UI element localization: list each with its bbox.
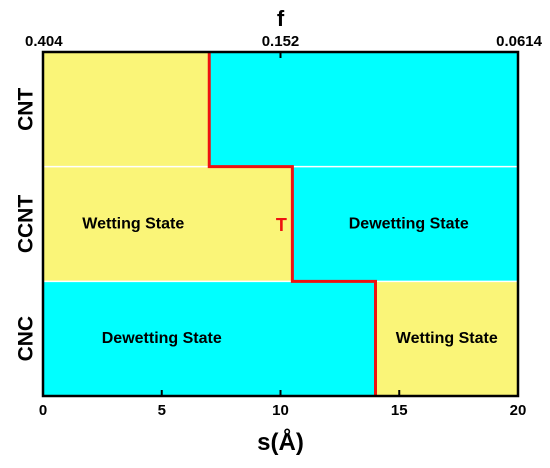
top-tick-label: 0.404 xyxy=(25,33,63,50)
region-label: Dewetting State xyxy=(102,330,222,347)
region-cnc-dewetting xyxy=(43,281,376,396)
top-tick-label: 0.0614 xyxy=(496,33,543,50)
region-label: Dewetting State xyxy=(349,216,469,233)
x-axis-title: s(Å) xyxy=(257,428,304,456)
row-label-cnc: CNC xyxy=(15,316,38,362)
region-layer xyxy=(43,52,518,396)
label-layer: CNT CCNT CNC Wetting State Dewetting State De… xyxy=(15,88,498,362)
top-tick-label: 0.152 xyxy=(262,33,300,50)
region-cnt-wetting xyxy=(43,52,210,167)
region-cnc-wetting xyxy=(375,281,518,396)
region-ccnt-dewetting xyxy=(292,166,518,282)
tick-layer: 0 5 10 15 20 0.404 0.152 0.0614 xyxy=(25,33,543,419)
transition-annotation: T xyxy=(276,215,287,235)
x-tick-label: 0 xyxy=(39,402,47,419)
transition-boundary-line xyxy=(207,52,377,396)
region-label: Wetting State xyxy=(82,216,184,233)
region-cnt-dewetting xyxy=(209,52,518,167)
row-label-cnt: CNT xyxy=(15,88,38,131)
x-tick-label: 5 xyxy=(158,402,166,419)
region-label: Wetting State xyxy=(396,330,498,347)
top-axis-title: f xyxy=(277,6,285,31)
x-tick-label: 10 xyxy=(272,402,289,419)
row-label-ccnt: CCNT xyxy=(15,195,38,253)
x-tick-label: 20 xyxy=(510,402,527,419)
x-tick-label: 15 xyxy=(391,402,408,419)
region-ccnt-wetting xyxy=(43,166,293,282)
